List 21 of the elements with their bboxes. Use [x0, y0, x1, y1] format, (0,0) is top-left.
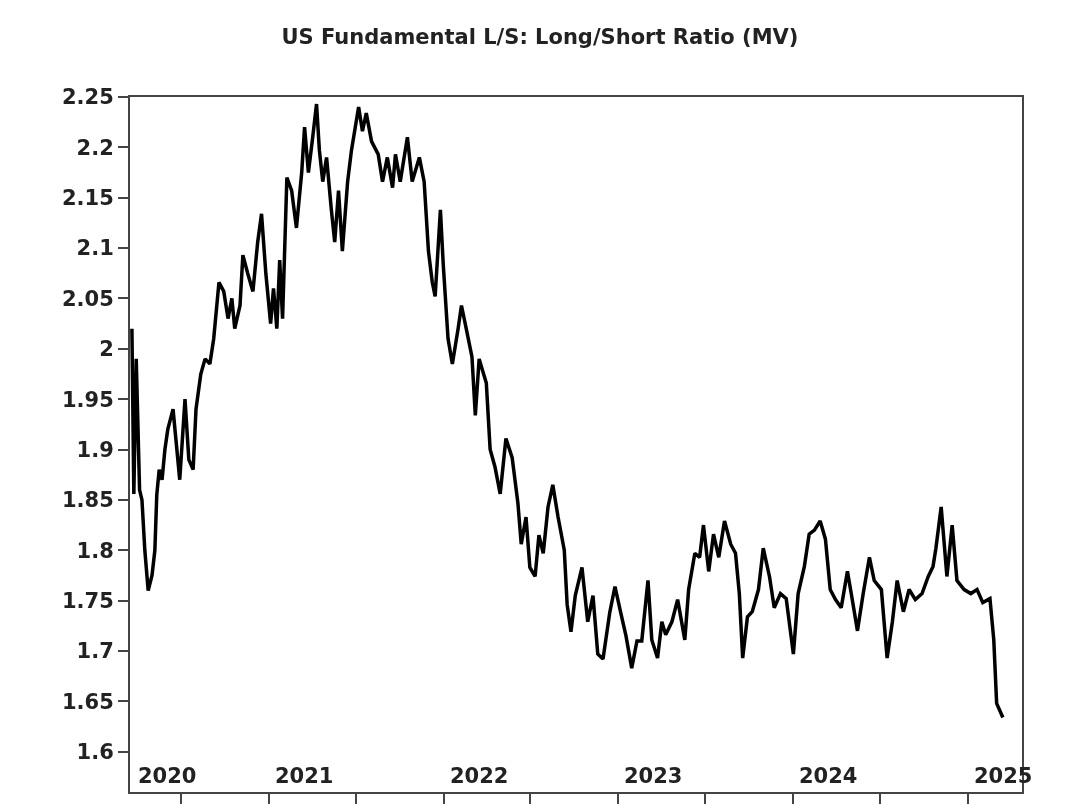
y-tick-label: 2.15	[61, 186, 114, 211]
y-tick-label: 1.6	[76, 740, 114, 765]
x-tick-label: 2023	[624, 764, 683, 788]
y-tick-label: 1.9	[76, 437, 114, 462]
y-tick-label: 1.8	[76, 538, 114, 563]
x-tick-label: 2021	[275, 764, 334, 788]
y-tick-label: 2	[99, 337, 114, 362]
y-tick-label: 1.95	[61, 387, 114, 412]
x-tick-label: 2024	[799, 764, 858, 788]
line-series	[130, 102, 1005, 720]
chart-title: US Fundamental L/S: Long/Short Ratio (MV)	[281, 24, 799, 49]
y-tick-label: 1.75	[61, 588, 114, 613]
x-tick-label: 2020	[138, 764, 197, 788]
y-tick-label: 1.85	[61, 488, 114, 513]
y-tick-label: 2.1	[76, 236, 114, 261]
y-tick-label: 2.25	[61, 85, 114, 110]
y-tick-label: 1.7	[76, 639, 114, 664]
y-tick-label: 2.05	[61, 286, 114, 311]
y-tick-label: 1.65	[61, 689, 114, 714]
y-tick-label: 2.2	[76, 135, 114, 160]
x-tick-label: 2022	[450, 764, 509, 788]
